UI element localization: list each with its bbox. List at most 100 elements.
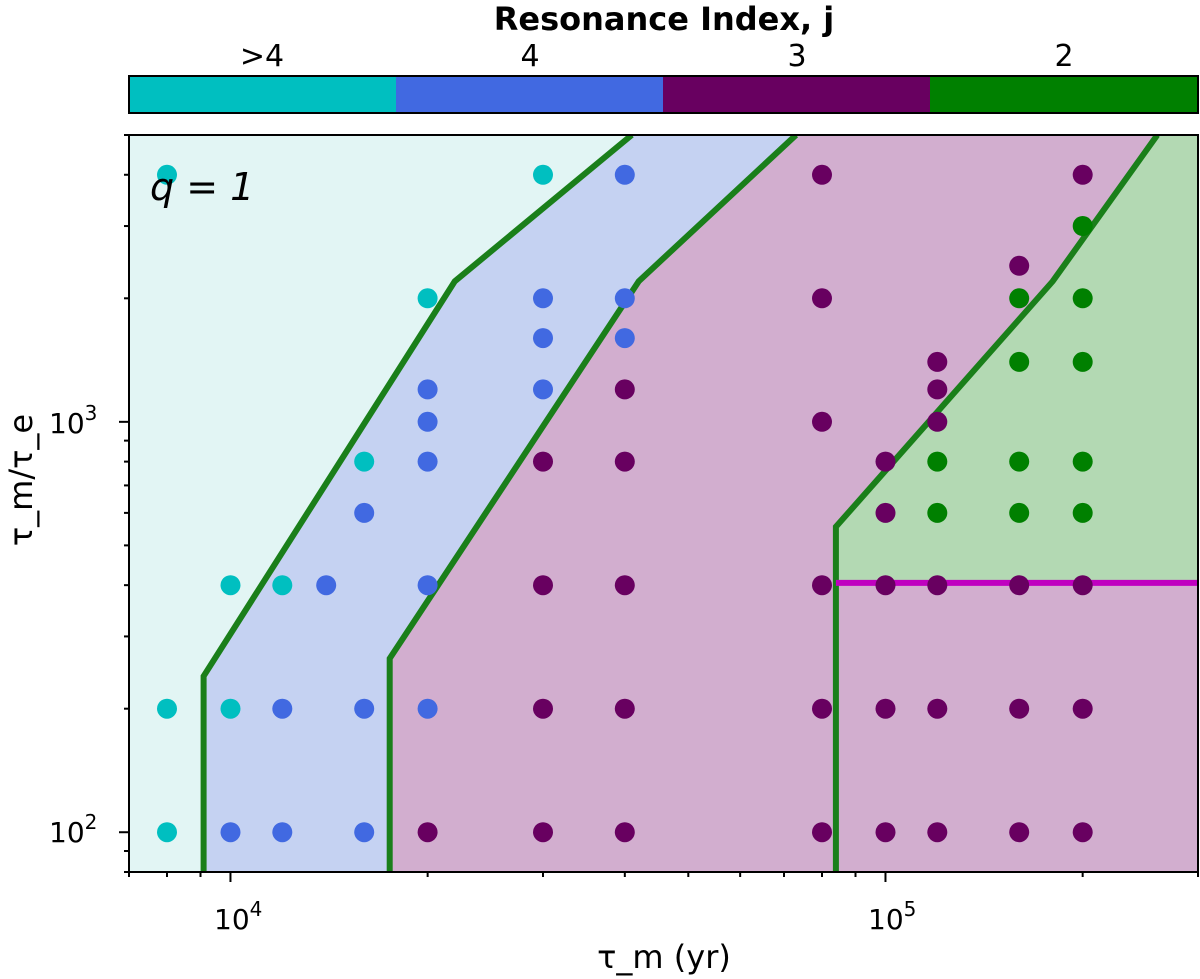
data-point-3	[812, 411, 832, 432]
data-point-3	[812, 288, 832, 309]
data-point-2	[927, 451, 948, 472]
data-point-3	[1072, 164, 1093, 185]
colorbar-label-3: 3	[787, 39, 806, 74]
data-point-4	[316, 575, 337, 596]
data-point-3	[875, 451, 896, 472]
data-point-3	[812, 575, 832, 596]
colorbar-label-4: 4	[520, 39, 539, 74]
boundary-line-1	[200, 135, 634, 872]
data-point-4	[272, 822, 293, 843]
data-point-3	[533, 822, 553, 843]
colorbar-title: Resonance Index, j	[494, 0, 835, 38]
data-point-3	[927, 379, 948, 400]
region-j>4	[129, 135, 632, 872]
data-point-2	[1009, 288, 1030, 309]
data-point-2	[1072, 288, 1093, 309]
data-point->4	[220, 575, 241, 596]
y-axis-label: τ_m/τ_e	[2, 414, 40, 546]
data-point-3	[812, 698, 832, 719]
data-point-2	[1009, 502, 1030, 523]
data-point-4	[614, 288, 635, 309]
data-point-3	[875, 698, 896, 719]
data-point-4	[417, 379, 438, 400]
data-point-4	[614, 164, 635, 185]
data-point-3	[875, 502, 896, 523]
data-point-4	[417, 575, 438, 596]
q-annotation: q = 1	[150, 165, 254, 209]
data-point-3	[533, 451, 553, 472]
data-point-3	[614, 575, 635, 596]
data-point-3	[812, 164, 832, 185]
data-point-4	[272, 698, 293, 719]
colorbar: Resonance Index, j >4 4 3 2	[128, 0, 1199, 114]
x-axis-label: τ_m (yr)	[597, 938, 731, 976]
data-point-3	[1072, 575, 1093, 596]
boundary-line-2	[386, 135, 799, 872]
data-point-4	[417, 698, 438, 719]
data-points	[157, 164, 1093, 843]
data-point-3	[927, 698, 948, 719]
colorbar-swatch-2	[930, 76, 1198, 113]
data-point-2	[1072, 502, 1093, 523]
data-point-4	[417, 411, 438, 432]
data-point-3	[1009, 822, 1030, 843]
colorbar-swatch-3	[663, 76, 931, 113]
data-point->4	[220, 698, 241, 719]
boundary-line-3	[832, 135, 1160, 872]
data-point-3	[927, 575, 948, 596]
data-point-4	[614, 328, 635, 349]
data-point-2	[1072, 451, 1093, 472]
data-point->4	[417, 288, 438, 309]
axes-frame	[128, 134, 1199, 873]
data-point-3	[614, 822, 635, 843]
data-point-4	[417, 451, 438, 472]
data-point-2	[1009, 451, 1030, 472]
data-point-4	[220, 822, 241, 843]
data-point-4	[354, 822, 375, 843]
data-point->4	[157, 164, 177, 185]
data-point-4	[533, 379, 553, 400]
data-point->4	[157, 822, 177, 843]
data-point->4	[157, 698, 177, 719]
data-point->4	[272, 575, 293, 596]
data-point-3	[533, 698, 553, 719]
data-point-3	[1009, 575, 1030, 596]
x-tick-label-1e5: 105	[868, 897, 916, 936]
data-point-3	[533, 575, 553, 596]
data-point-3	[812, 822, 832, 843]
data-point-3	[927, 411, 948, 432]
data-point-3	[614, 451, 635, 472]
data-point-2	[1072, 351, 1093, 372]
region-fills	[129, 135, 1198, 872]
data-point-3	[614, 698, 635, 719]
colorbar-label-2: 2	[1054, 39, 1073, 74]
data-point-3	[614, 379, 635, 400]
colorbar-swatch-gt4	[129, 76, 397, 113]
data-point-3	[875, 822, 896, 843]
data-point-3	[1009, 255, 1030, 276]
colorbar-label-gt4: >4	[240, 39, 284, 74]
plot-area	[129, 135, 1198, 872]
region-j=3	[389, 135, 1198, 872]
data-point-3	[1072, 822, 1093, 843]
data-point-3	[417, 822, 438, 843]
data-point-4	[354, 698, 375, 719]
y-tick-label-1e2: 102	[49, 810, 97, 849]
colorbar-frame	[128, 75, 1199, 114]
data-point->4	[354, 451, 375, 472]
data-point-3	[875, 575, 896, 596]
data-point-4	[533, 288, 553, 309]
data-point->4	[533, 164, 553, 185]
data-point-4	[354, 502, 375, 523]
data-point-2	[1009, 351, 1030, 372]
data-point-3	[927, 351, 948, 372]
colorbar-swatch-4	[396, 76, 664, 113]
axis-ticks	[119, 134, 1199, 882]
y-tick-label-1e3: 103	[49, 401, 97, 440]
data-point-2	[1072, 216, 1093, 236]
data-point-3	[1072, 698, 1093, 719]
x-tick-label-1e4: 104	[214, 897, 262, 936]
data-point-3	[1009, 698, 1030, 719]
data-point-4	[533, 328, 553, 349]
